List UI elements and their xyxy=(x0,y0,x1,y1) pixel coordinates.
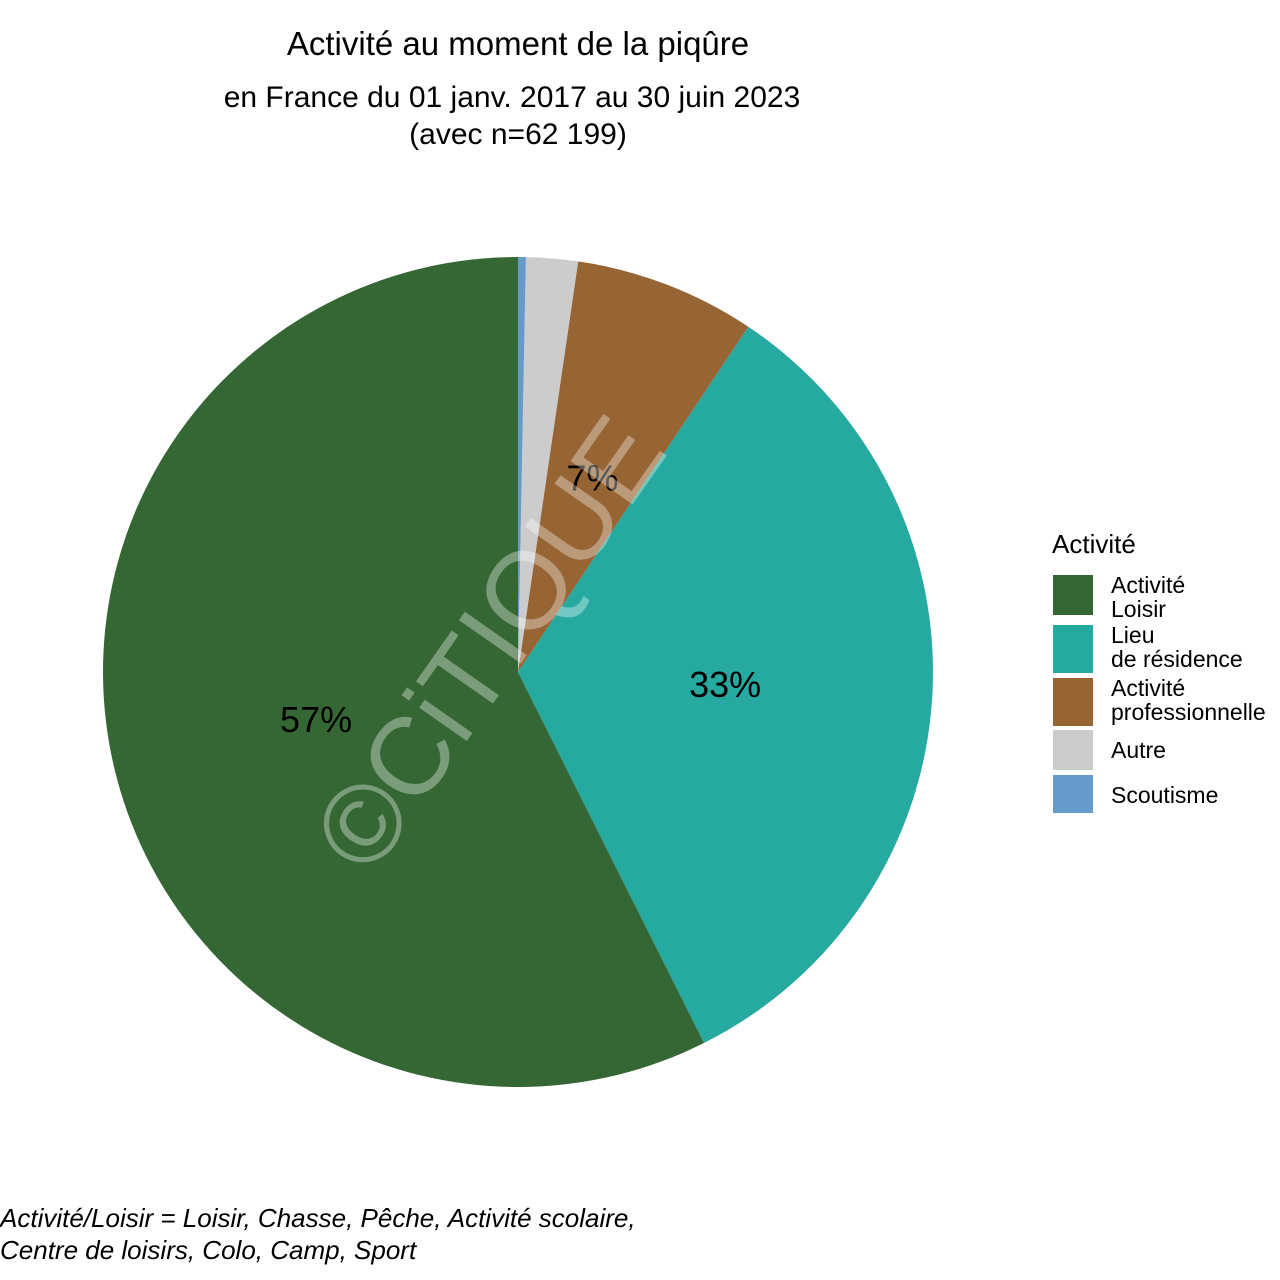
legend-title: Activité xyxy=(1052,529,1136,559)
legend-label: Lieu de résidence xyxy=(1111,622,1243,672)
pie-slice xyxy=(518,326,933,1043)
value-label: 7% xyxy=(566,457,618,498)
legend-swatch xyxy=(1053,730,1093,770)
legend-label: Scoutisme xyxy=(1111,782,1218,808)
value-label: 33% xyxy=(689,664,761,705)
pie-slice xyxy=(103,257,705,1087)
pie xyxy=(103,257,933,1087)
pie-slice xyxy=(518,257,579,672)
chart-title: Activité au moment de la piqûre xyxy=(287,25,749,62)
legend-swatch xyxy=(1053,625,1093,673)
legend-swatch xyxy=(1053,775,1093,813)
pie-slice xyxy=(518,261,749,672)
legend-label: Activité Loisir xyxy=(1111,572,1185,622)
legend-swatch xyxy=(1053,678,1093,726)
caption: Activité/Loisir = Loisir, Chasse, Pêche,… xyxy=(0,1203,636,1233)
legend-label: Activité professionnelle xyxy=(1111,675,1266,725)
pie-slice xyxy=(518,257,526,672)
value-label: 57% xyxy=(280,699,352,740)
legend-swatch xyxy=(1053,575,1093,615)
caption: Centre de loisirs, Colo, Camp, Sport xyxy=(0,1235,418,1265)
chart-subtitle: (avec n=62 199) xyxy=(409,118,627,151)
legend-label: Autre xyxy=(1111,737,1166,763)
chart-subtitle: en France du 01 janv. 2017 au 30 juin 20… xyxy=(224,81,801,114)
